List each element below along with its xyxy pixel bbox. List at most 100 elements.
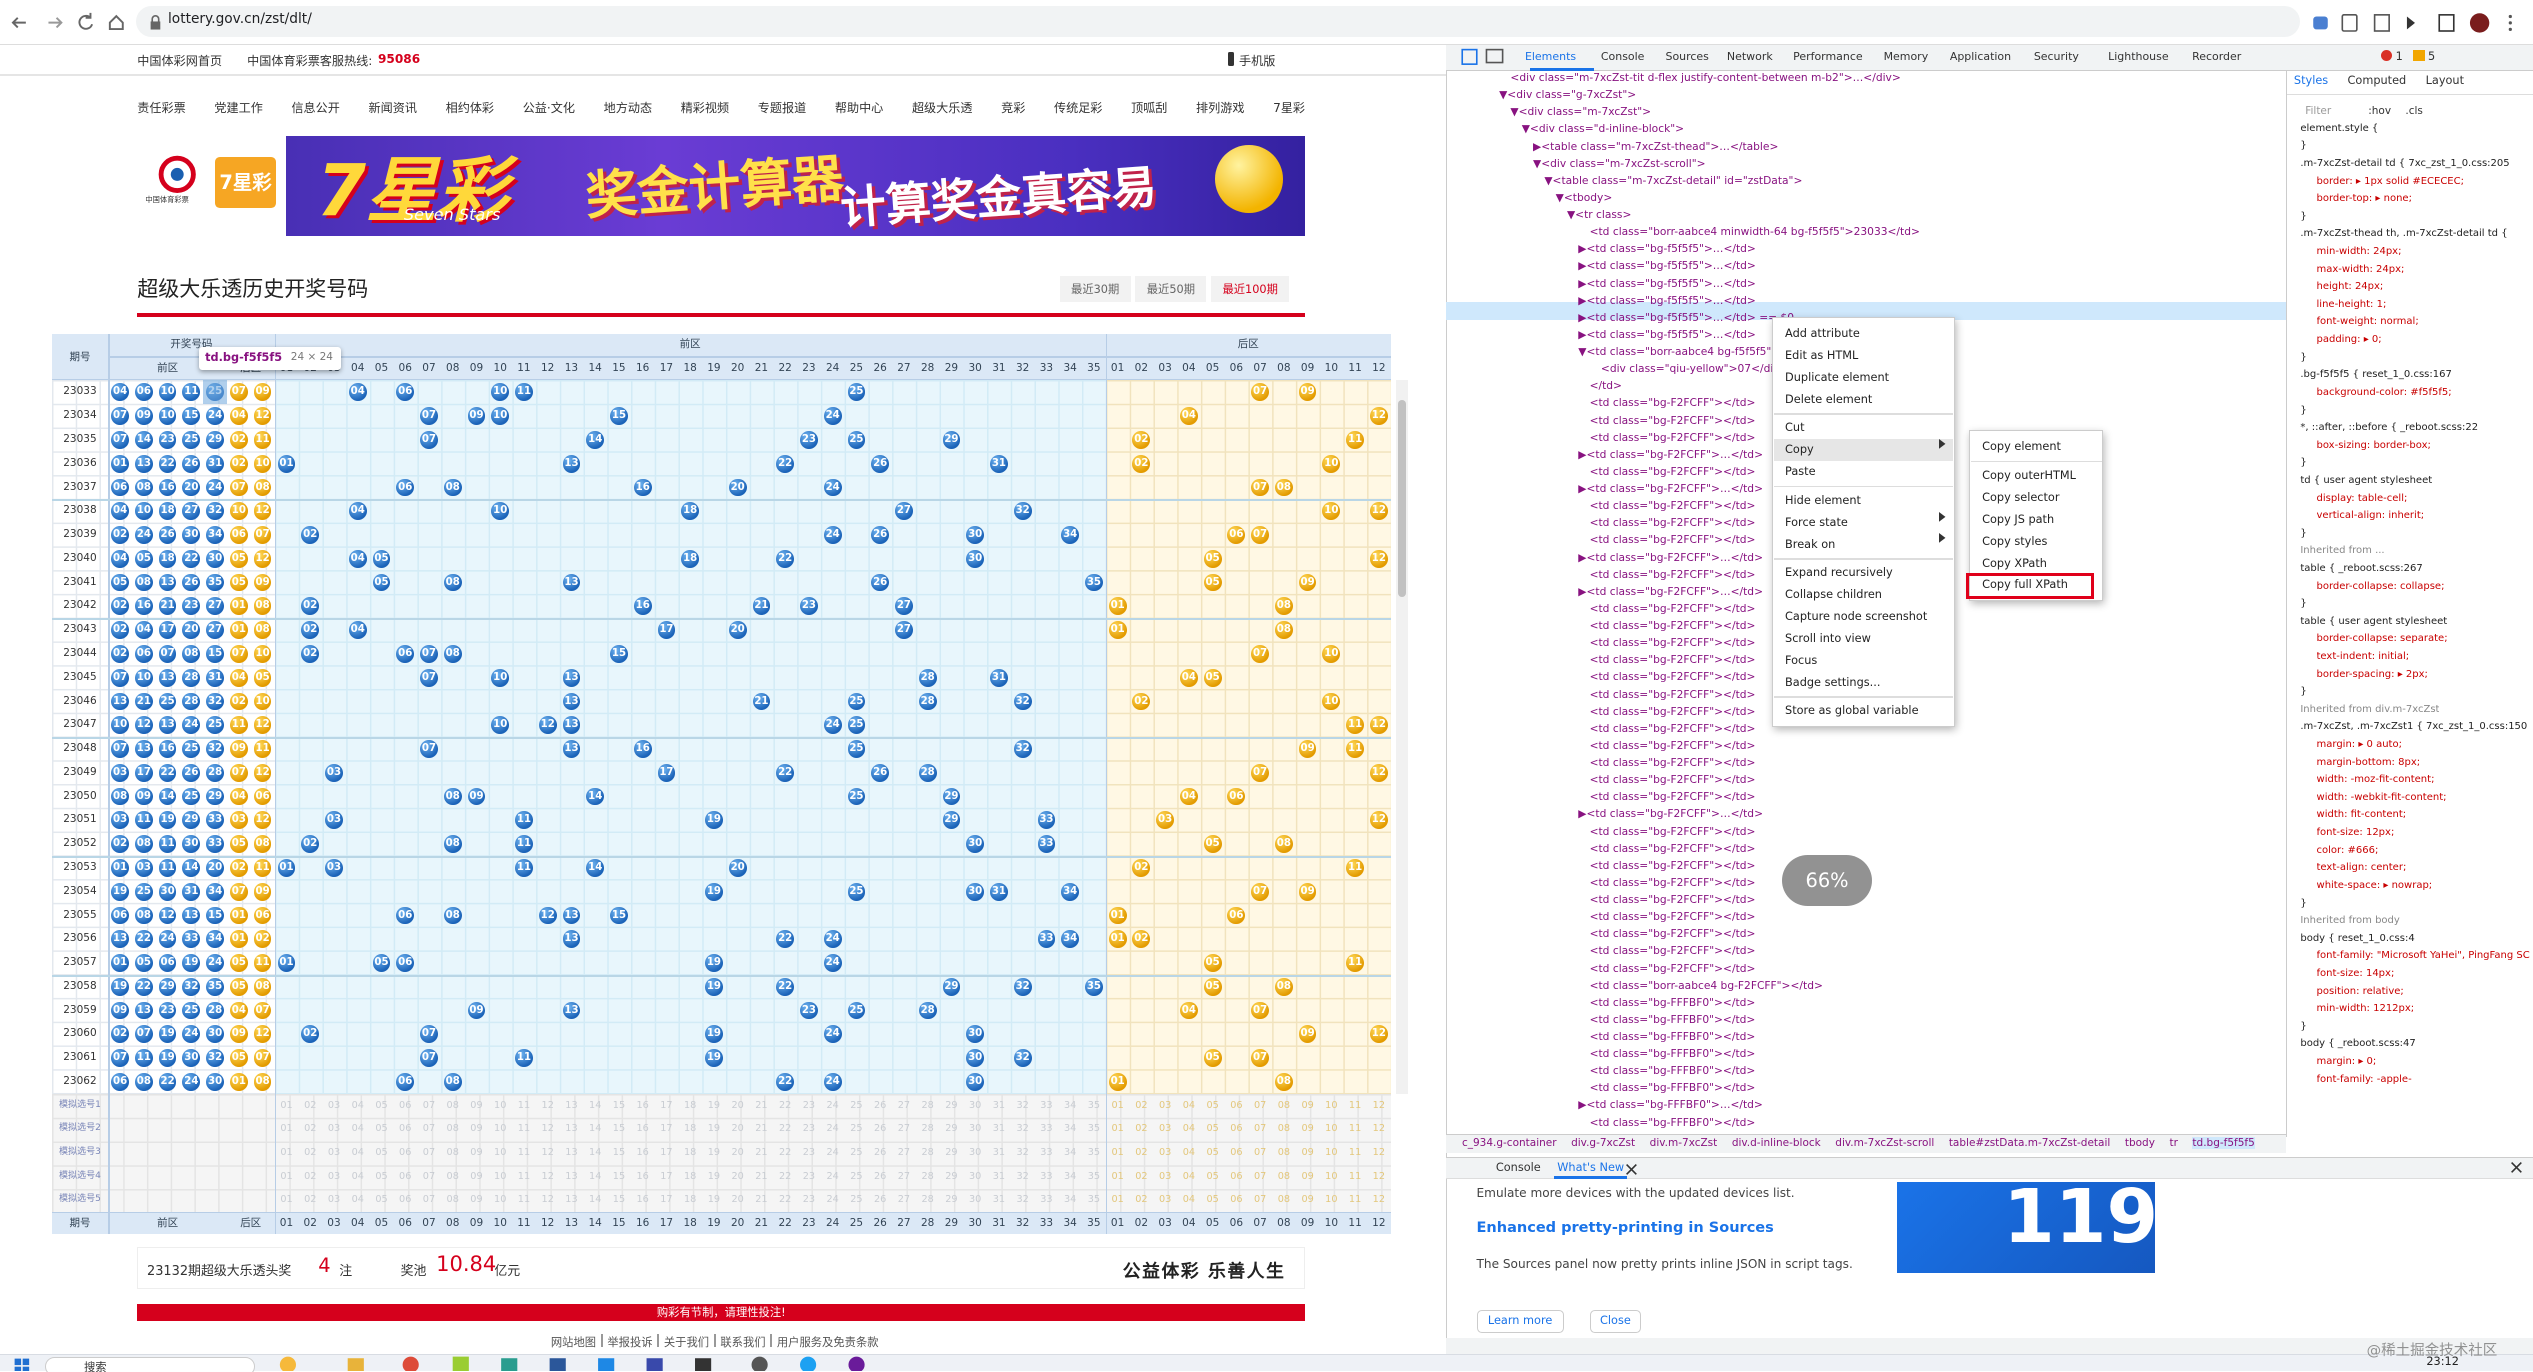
scrollbar-thumb[interactable] [1397,399,1407,597]
sim-number[interactable]: 08 [1277,1170,1291,1182]
sim-number[interactable]: 04 [1182,1170,1196,1182]
sim-number[interactable]: 29 [945,1099,958,1111]
sim-number[interactable]: 18 [684,1170,697,1182]
sim-number[interactable]: 10 [494,1099,507,1111]
sim-number[interactable]: 04 [351,1146,364,1158]
sim-number[interactable]: 01 [1111,1146,1124,1158]
dom-node[interactable]: <td class="bg-F2FCFF"></td> [1589,961,1756,975]
sim-number[interactable]: 31 [992,1194,1006,1206]
nav-item[interactable]: 7星彩 [1273,100,1306,115]
sim-number[interactable]: 08 [446,1194,459,1206]
sim-number[interactable]: 09 [1301,1170,1314,1182]
sim-number[interactable]: 01 [1111,1194,1124,1206]
menu-item[interactable]: Copy XPath [1982,556,2047,570]
sim-number[interactable]: 09 [1301,1194,1314,1206]
sim-number[interactable]: 26 [873,1194,887,1206]
drawer-tab[interactable]: What's New [1557,1161,1625,1175]
dom-node[interactable]: <td class="bg-F2FCFF"></td> [1589,533,1756,547]
sim-number[interactable]: 01 [280,1146,293,1158]
banner[interactable] [137,135,1306,236]
breadcrumb[interactable]: div.g-7xcZst [1571,1137,1636,1150]
sim-number[interactable]: 02 [1135,1123,1148,1135]
sim-number[interactable]: 01 [280,1123,293,1135]
dom-node[interactable]: <td class="bg-FFFBF0"></td> [1589,1115,1756,1129]
sim-number[interactable]: 35 [1087,1170,1101,1182]
devtools-tab[interactable]: Security [2033,50,2079,64]
sim-number[interactable]: 10 [494,1170,507,1182]
sim-number[interactable]: 19 [707,1099,721,1111]
dom-node[interactable]: <td class="bg-F2FCFF"></td> [1589,858,1756,872]
sim-number[interactable]: 15 [612,1099,626,1111]
menu-item[interactable]: Add attribute [1785,327,1860,341]
sim-number[interactable]: 18 [684,1146,697,1158]
dom-node[interactable]: <td class="bg-F2FCFF"></td> [1589,910,1756,924]
dom-node[interactable]: <td class="bg-F2FCFF"></td> [1589,687,1756,701]
sim-number[interactable]: 01 [1111,1123,1124,1135]
sim-number[interactable]: 12 [1372,1146,1385,1158]
dom-node[interactable]: <td class="bg-F2FCFF"></td> [1589,567,1756,581]
sim-number[interactable]: 30 [968,1123,982,1135]
dom-node[interactable]: <td class="bg-F2FCFF"></td> [1589,824,1756,838]
dom-node[interactable]: <td class="bg-F2FCFF"></td> [1589,704,1756,718]
sim-number[interactable]: 09 [1301,1146,1314,1158]
sim-number[interactable]: 31 [992,1099,1006,1111]
sim-number[interactable]: 12 [541,1194,554,1206]
dom-node[interactable]: <td class="bg-F2FCFF"></td> [1589,944,1756,958]
dom-node[interactable]: <td class="bg-FFFBF0"></td> [1589,1029,1756,1043]
sim-number[interactable]: 26 [873,1123,887,1135]
sim-number[interactable]: 15 [612,1146,626,1158]
reload-button[interactable] [78,12,94,30]
sim-number[interactable]: 04 [351,1194,364,1206]
sim-number[interactable]: 23 [802,1170,816,1182]
sim-number[interactable]: 11 [517,1194,531,1206]
sim-number[interactable]: 12 [541,1123,554,1135]
sim-number[interactable]: 23 [802,1146,816,1158]
sim-number[interactable]: 17 [660,1170,673,1182]
sim-number[interactable]: 08 [1277,1194,1291,1206]
sim-number[interactable]: 35 [1087,1194,1101,1206]
sim-number[interactable]: 06 [1230,1146,1243,1158]
sim-number[interactable]: 04 [1182,1194,1196,1206]
sim-number[interactable]: 34 [1063,1146,1077,1158]
menu-item[interactable]: Duplicate element [1785,371,1890,385]
sim-number[interactable]: 31 [992,1170,1006,1182]
close-drawer-icon[interactable] [2510,1161,2523,1174]
sim-number[interactable]: 33 [1040,1194,1053,1206]
drawer-tab[interactable]: Console [1495,1161,1541,1175]
sim-number[interactable]: 26 [873,1146,887,1158]
sim-number[interactable]: 03 [1158,1170,1172,1182]
sim-number[interactable]: 07 [422,1170,436,1182]
sim-number[interactable]: 18 [684,1194,697,1206]
sim-number[interactable]: 13 [565,1123,578,1135]
sim-number[interactable]: 24 [826,1146,839,1158]
sim-number[interactable]: 27 [897,1194,911,1206]
dom-node[interactable]: <td class="bg-FFFBF0"></td> [1589,1047,1756,1061]
dom-node[interactable]: <td class="bg-FFFBF0"></td> [1589,1064,1756,1078]
sim-number[interactable]: 17 [660,1194,673,1206]
dom-node[interactable]: ▼<table class="m-7xcZst-detail" id="zstD… [1544,173,1803,187]
sim-number[interactable]: 02 [304,1099,317,1111]
sim-number[interactable]: 27 [897,1099,911,1111]
sim-number[interactable]: 09 [470,1170,483,1182]
menu-item[interactable]: Copy styles [1982,534,2048,548]
sim-number[interactable]: 22 [779,1146,792,1158]
sim-number[interactable]: 28 [921,1194,934,1206]
dom-node[interactable]: ▶<td class="bg-f5f5f5">…</td> [1578,259,1756,273]
nav-item[interactable]: 专题报道 [757,100,807,115]
sim-number[interactable]: 30 [968,1099,982,1111]
sim-number[interactable]: 05 [375,1146,388,1158]
dom-node[interactable]: <td class="bg-F2FCFF"></td> [1589,721,1756,735]
sim-number[interactable]: 02 [304,1194,317,1206]
sim-number[interactable]: 01 [1111,1170,1124,1182]
sim-number[interactable]: 12 [1372,1123,1385,1135]
dom-node[interactable]: <td class="bg-F2FCFF"></td> [1589,875,1756,889]
breadcrumb[interactable]: td.bg-f5f5f5 [2192,1137,2255,1150]
devtools-tab[interactable]: Memory [1883,50,1929,64]
dom-node[interactable]: <td class="bg-F2FCFF"></td> [1589,430,1756,444]
sim-number[interactable]: 21 [755,1146,768,1158]
dom-node[interactable]: ▶<td class="bg-f5f5f5">…</td> [1578,293,1756,307]
menu-item[interactable]: Collapse children [1785,588,1882,602]
sim-number[interactable]: 30 [968,1194,982,1206]
menu-item[interactable]: Badge settings... [1785,676,1881,690]
menu-item[interactable]: Copy outerHTML [1982,468,2076,482]
